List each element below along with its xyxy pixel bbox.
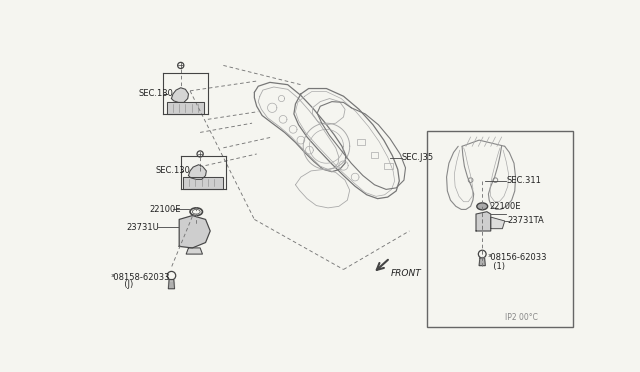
Polygon shape [168,279,175,289]
Polygon shape [167,102,204,114]
Text: SEC.311: SEC.311 [506,176,541,185]
Text: 23731U: 23731U [127,222,159,232]
Polygon shape [476,212,491,231]
Polygon shape [491,217,505,229]
Polygon shape [189,165,206,179]
Text: ³08156-62033: ³08156-62033 [488,253,547,262]
Polygon shape [179,216,210,248]
Polygon shape [172,88,189,102]
Text: 23731TA: 23731TA [508,217,545,225]
Bar [428,131,573,327]
Text: FRONT: FRONT [391,269,422,278]
Bar [371,152,378,158]
Polygon shape [479,258,485,266]
Text: SEC.130: SEC.130 [138,89,173,99]
Bar [358,140,365,145]
Text: 22100E: 22100E [489,202,521,211]
Text: SEC.J35: SEC.J35 [402,153,434,162]
Text: (1): (1) [488,262,505,271]
Polygon shape [186,248,202,254]
Text: SEC.130: SEC.130 [155,166,190,176]
Text: ³08158-62033: ³08158-62033 [111,273,170,282]
Ellipse shape [477,203,488,210]
Bar [384,163,393,169]
Polygon shape [183,177,223,189]
Text: (J): (J) [119,280,133,289]
Text: IP2 00°C: IP2 00°C [505,313,538,322]
Text: 22100E: 22100E [150,205,181,214]
